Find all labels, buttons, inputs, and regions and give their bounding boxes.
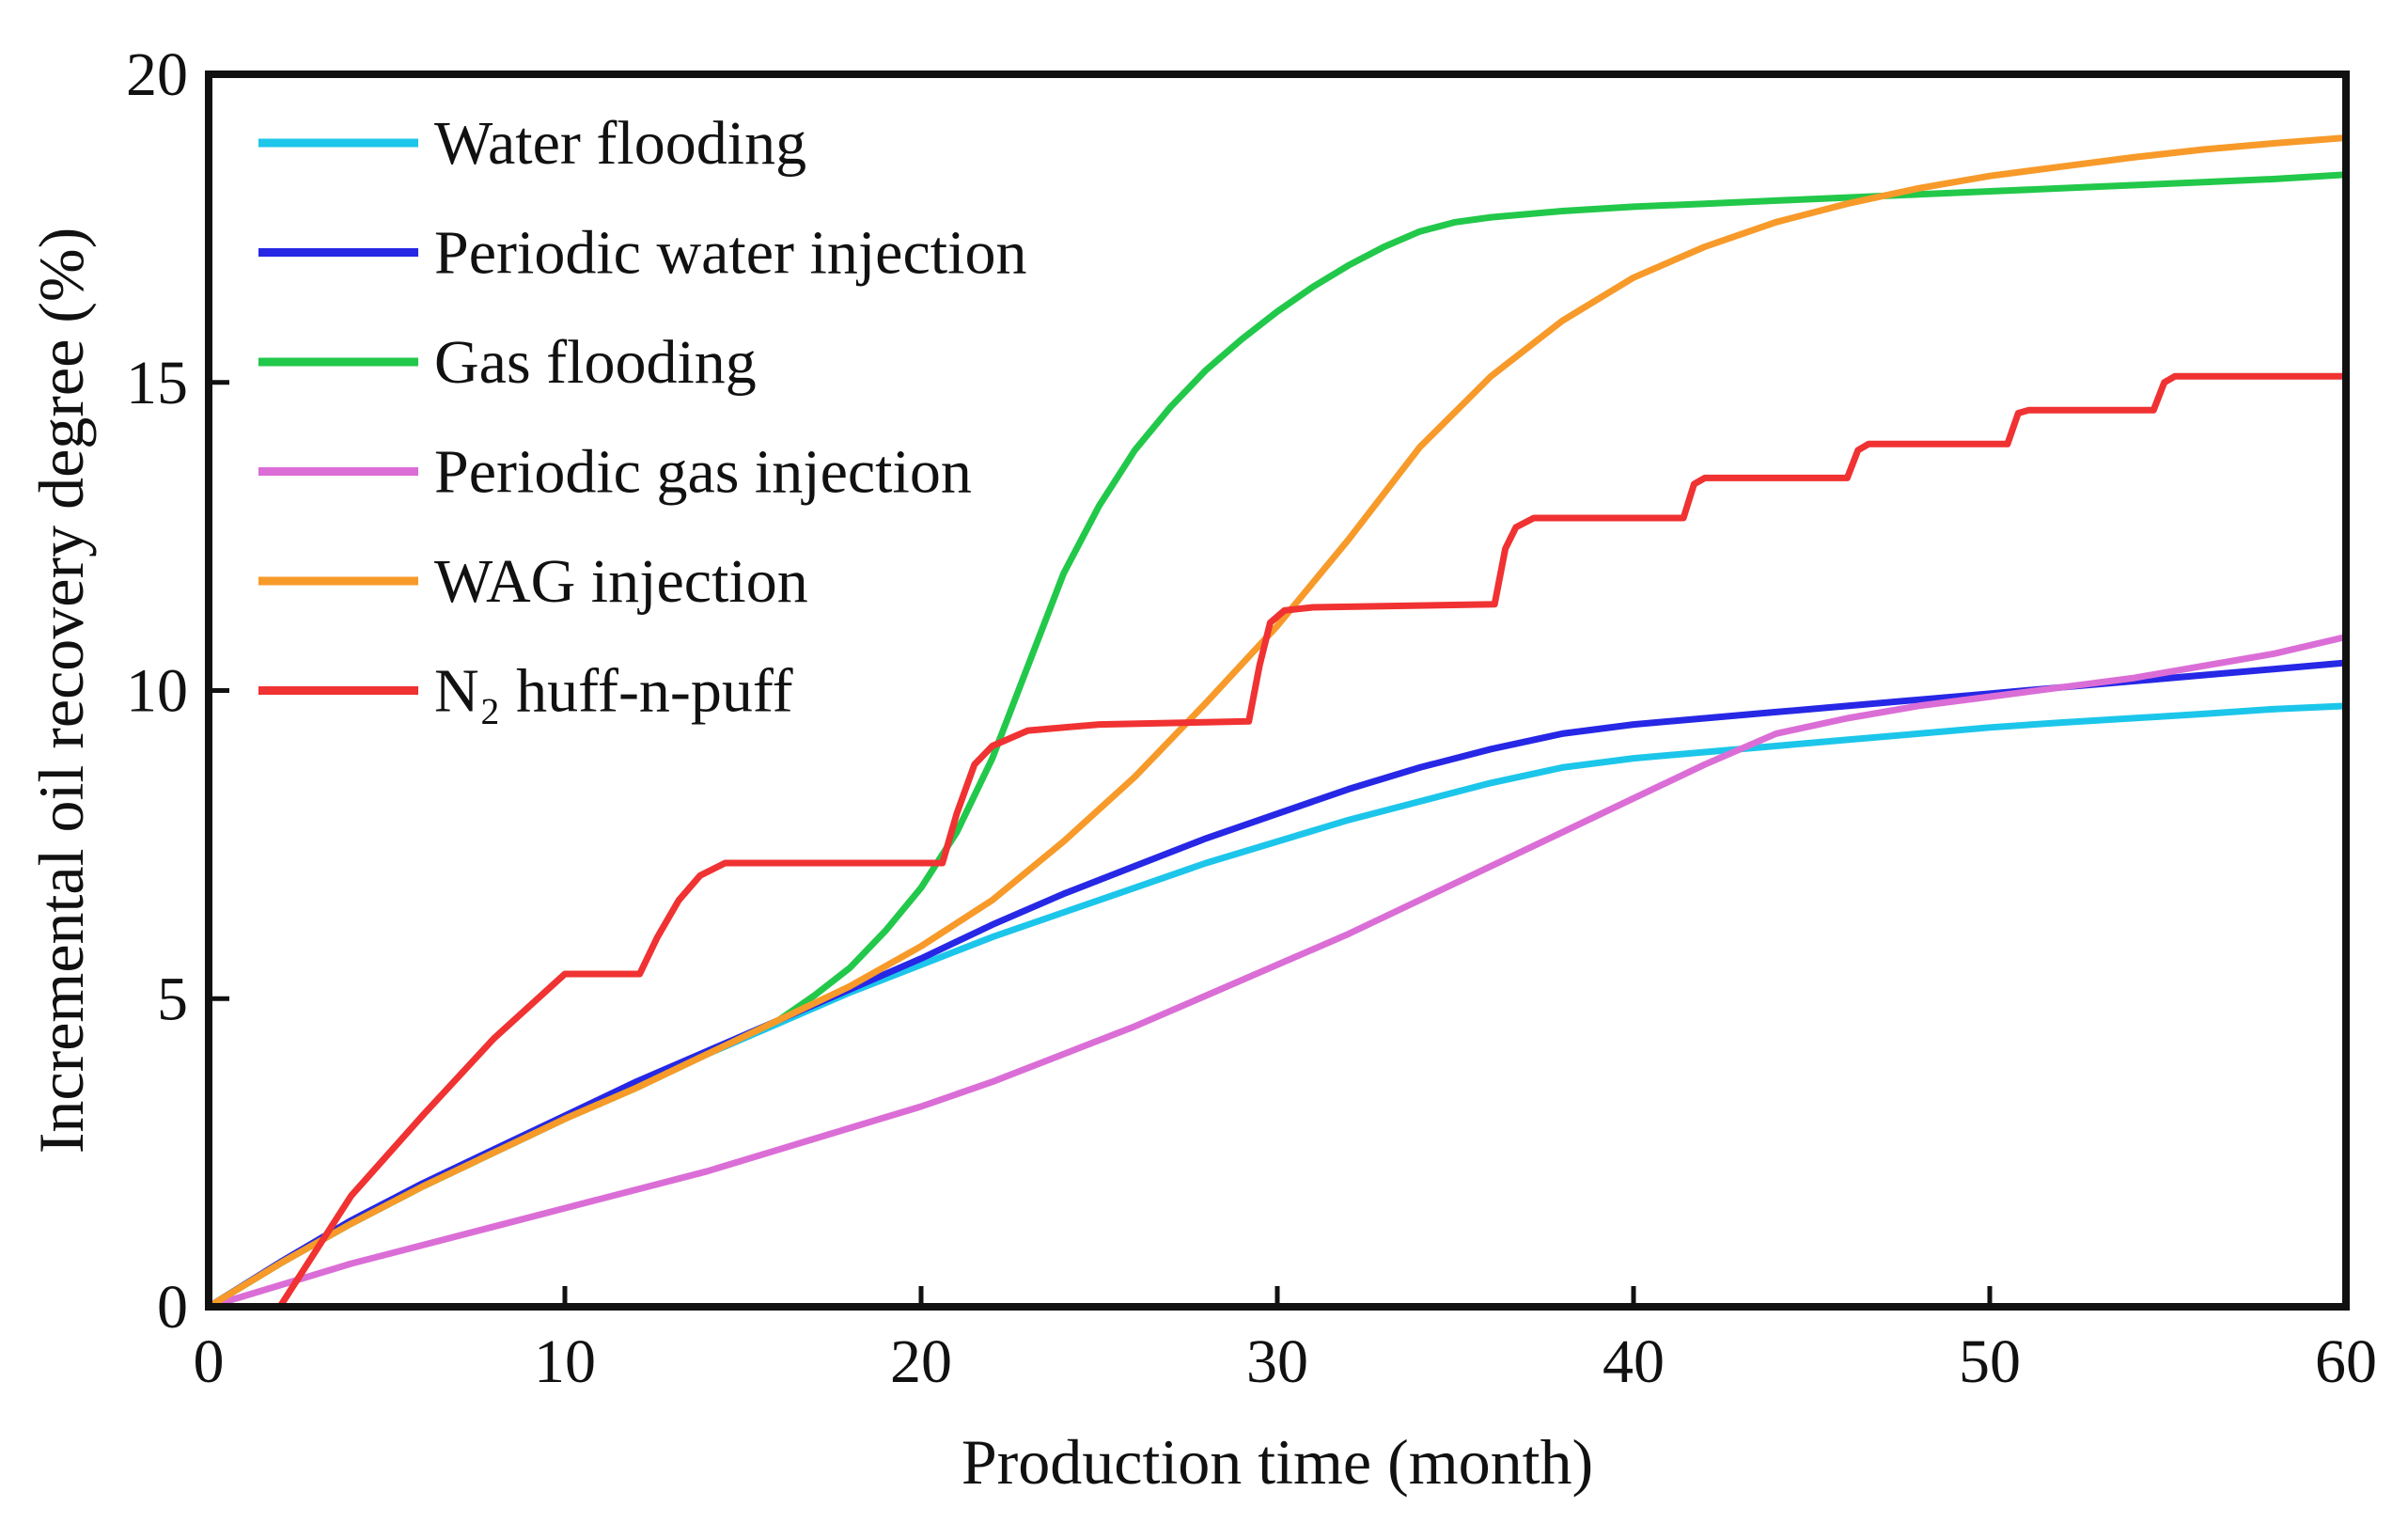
- legend-entry: WAG injection: [258, 547, 808, 616]
- legend-entry: Gas flooding: [258, 328, 757, 397]
- legend-label: Periodic gas injection: [434, 438, 972, 507]
- x-axis-title: Production time (month): [962, 1426, 1593, 1498]
- legend: Water flooding Periodic water injection Ga…: [258, 109, 1026, 726]
- series-line-3: [205, 634, 2350, 1311]
- legend-entry: Periodic gas injection: [258, 438, 972, 507]
- legend-label: N₂ huff-n-puff: [434, 657, 793, 726]
- y-tick-label: 0: [157, 1273, 188, 1342]
- plot-area-frame: [205, 71, 2350, 1311]
- x-tick-labels: 0 10 20 30 40 50 60: [194, 1327, 2378, 1396]
- legend-label: Water flooding: [434, 109, 806, 178]
- legend-label: Periodic water injection: [434, 219, 1026, 288]
- x-tick-label: 60: [2315, 1327, 2377, 1396]
- legend-label: Gas flooding: [434, 328, 757, 397]
- legend-entry: Periodic water injection: [258, 219, 1026, 288]
- x-tick-label: 50: [1959, 1327, 2021, 1396]
- series-line-5: [276, 372, 2350, 1311]
- legend-label: WAG injection: [434, 547, 808, 616]
- x-tick-label: 30: [1246, 1327, 1308, 1396]
- y-tick-label: 15: [126, 349, 188, 417]
- x-tick-label: 40: [1603, 1327, 1665, 1396]
- legend-entry: N₂ huff-n-puff: [258, 657, 793, 726]
- x-tick-label: 10: [534, 1327, 596, 1396]
- series-layer: [205, 134, 2350, 1311]
- series-line-4: [205, 134, 2350, 1311]
- legend-entry: Water flooding: [258, 109, 806, 178]
- y-tick-labels: 0 5 10 15 20: [126, 40, 188, 1342]
- y-tick-label: 5: [157, 965, 188, 1033]
- y-axis-title: Incremental oil recovery degree (%): [25, 228, 97, 1154]
- series-line-1: [205, 659, 2350, 1311]
- x-tick-label: 0: [194, 1327, 225, 1396]
- x-tick-label: 20: [890, 1327, 952, 1396]
- y-tick-label: 10: [126, 657, 188, 726]
- y-tick-label: 20: [126, 40, 188, 109]
